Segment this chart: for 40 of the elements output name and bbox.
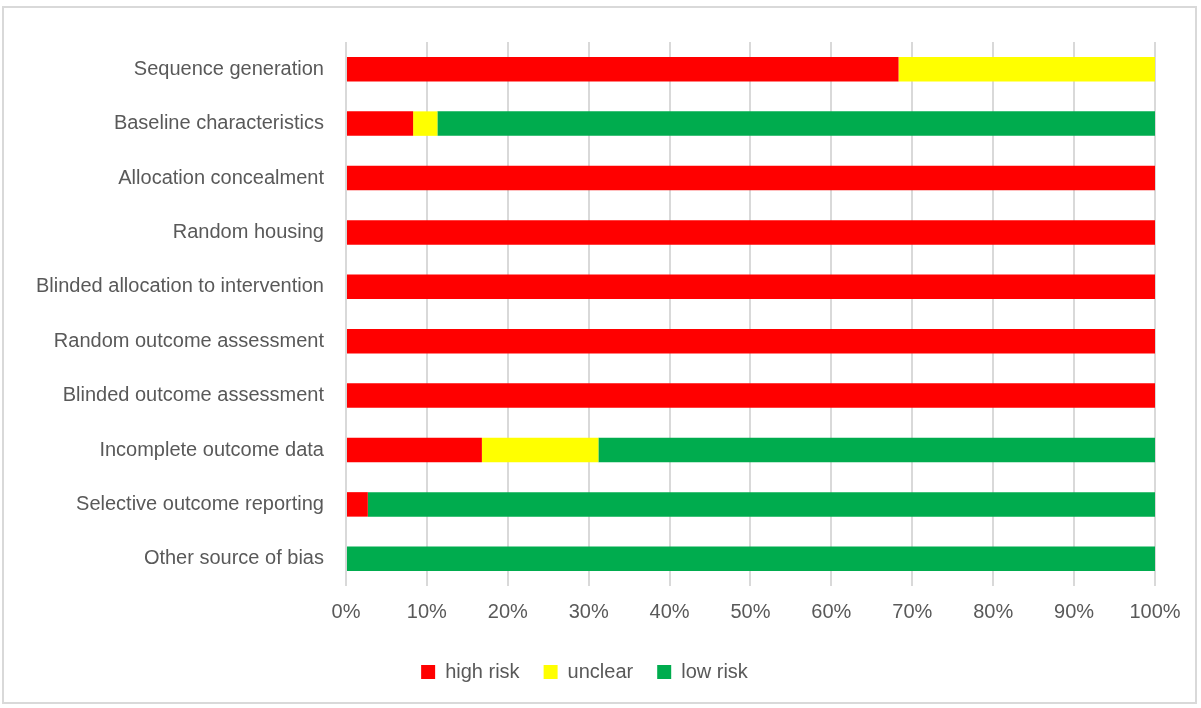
y-tick-label: Selective outcome reporting	[76, 491, 324, 514]
x-tick-label: 20%	[487, 599, 529, 622]
x-tick-label: 90%	[1054, 599, 1095, 622]
y-tick-label: Random outcome assessment	[53, 328, 325, 351]
y-tick-label: Allocation concealment	[118, 165, 325, 188]
y-tick-label: Random housing	[172, 219, 324, 242]
x-tick-label: 60%	[811, 599, 852, 622]
y-tick-label: Blinded outcome assessment	[62, 383, 325, 406]
x-tick-label: 40%	[649, 599, 690, 622]
y-tick-label: Incomplete outcome data	[99, 437, 325, 460]
bar	[346, 328, 1155, 354]
y-tick-label: Blinded allocation to intervention	[36, 274, 324, 297]
bar	[413, 111, 438, 136]
bar	[346, 220, 1155, 245]
bar	[346, 111, 414, 136]
y-tick-label: Other source of bias	[143, 546, 324, 569]
y-tick-label: Baseline characteristics	[113, 111, 324, 134]
legend-label: unclear	[567, 659, 634, 682]
x-tick-label: 80%	[973, 599, 1014, 622]
bar	[346, 492, 368, 517]
bar	[346, 437, 482, 463]
bar	[598, 437, 1155, 463]
x-tick-label: 10%	[406, 599, 448, 622]
x-tick-label: 100%	[1129, 599, 1181, 622]
x-tick-label: 50%	[730, 599, 771, 622]
legend-label: low risk	[681, 659, 749, 682]
y-tick-label: Sequence generation	[133, 56, 324, 79]
bar	[367, 492, 1155, 517]
bar	[346, 383, 1155, 408]
bar	[346, 274, 1155, 300]
x-tick-label: 0%	[331, 599, 361, 622]
x-tick-label: 30%	[568, 599, 609, 622]
bar	[898, 56, 1155, 82]
legend-label: high risk	[445, 659, 521, 682]
bar	[437, 111, 1155, 136]
bar	[346, 56, 899, 82]
bar	[346, 165, 1155, 191]
x-tick-label: 70%	[892, 599, 933, 622]
bar	[346, 546, 1155, 572]
bar	[481, 437, 599, 463]
